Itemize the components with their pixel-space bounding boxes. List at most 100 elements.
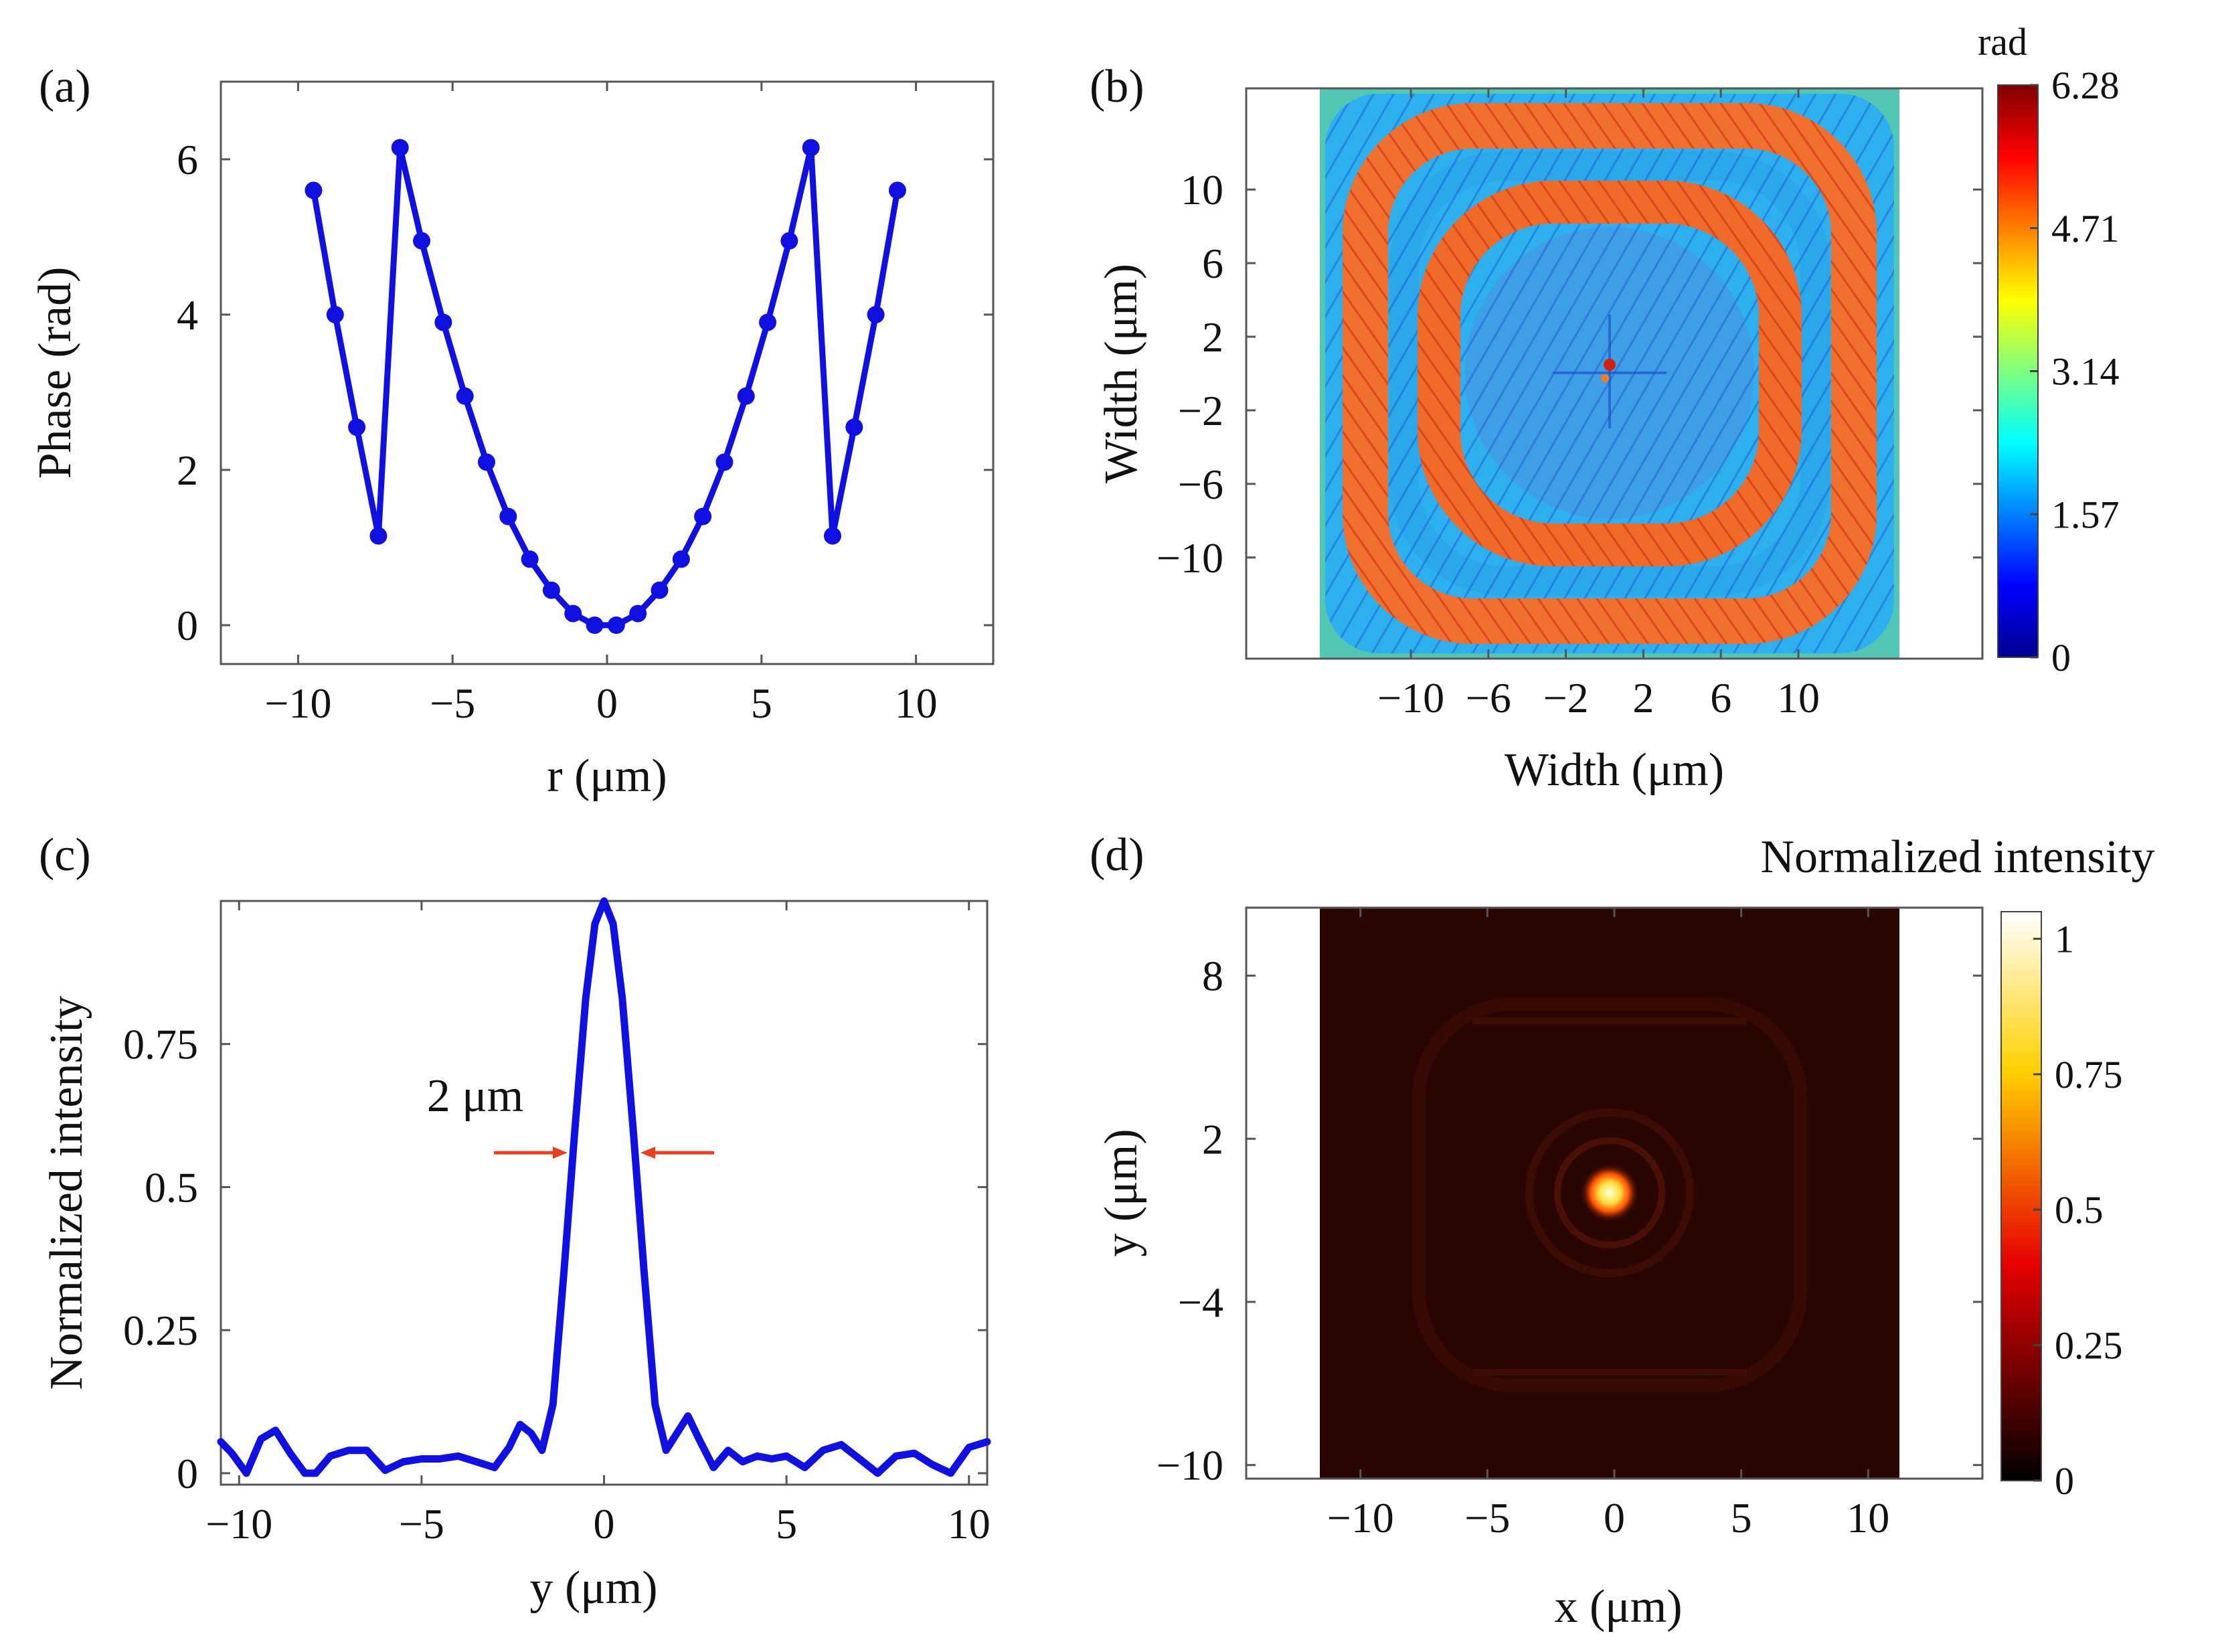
panel-b-x-tick-label: 2 — [1632, 674, 1654, 722]
panel-a-data-point — [521, 550, 539, 568]
panel-a-data-point — [802, 139, 820, 157]
panel-d-colorbar-title: Normalized intensity — [1760, 831, 2154, 883]
panel-a-phase-profile: −10 −5 0 5 10 0 2 4 6 r (μm) Phase (rad) — [29, 80, 995, 802]
panel-c-y-tick-label: 0.25 — [123, 1307, 198, 1354]
panel-d-x-tick-label: 10 — [1847, 1494, 1889, 1542]
panel-label-a: (a) — [39, 61, 91, 112]
panel-c-x-axis-label: y (μm) — [529, 1562, 657, 1614]
panel-a-data-point — [434, 313, 452, 331]
panel-a-data-point — [499, 507, 517, 525]
panel-d-colorbar-tick-label: 1 — [2055, 917, 2074, 961]
panel-b-phase-map: −10 −6 −2 2 6 10 10 6 2 −2 −6 −10 Width (μm) Width… — [1096, 20, 2120, 796]
panel-b-y-tick-label: 6 — [1202, 240, 1223, 287]
panel-c-fwhm-annotation — [493, 1147, 715, 1159]
panel-d-y-tick-label: 8 — [1202, 953, 1223, 1000]
panel-a-x-tick-label: −10 — [264, 679, 331, 727]
panel-a-y-axis-label: Phase (rad) — [29, 267, 81, 479]
panel-a-x-tick-label: −5 — [430, 679, 475, 727]
panel-a-axes-box — [220, 80, 995, 665]
panel-d-x-tick-label: −10 — [1327, 1494, 1394, 1542]
panel-a-y-tick-label: 0 — [177, 602, 198, 649]
panel-c-fwhm-label: 2 μm — [427, 1070, 523, 1122]
panel-a-data-point — [326, 306, 344, 323]
panel-a-series-line — [311, 145, 901, 629]
panel-b-colorbar-tick-label: 1.57 — [2051, 493, 2120, 536]
panel-a-data-point — [413, 232, 431, 250]
panel-a-data-point — [780, 232, 798, 250]
panel-a-data-point — [845, 418, 863, 436]
panel-a-x-tick-label: 10 — [895, 679, 938, 727]
panel-a-data-point — [348, 418, 366, 436]
panel-b-y-tick-label: −10 — [1157, 534, 1223, 582]
panel-a-data-point — [305, 181, 323, 199]
panel-a-data-point — [694, 507, 712, 525]
panel-d-x-tick-label: 0 — [1604, 1494, 1625, 1542]
panel-d-y-tick-label: 2 — [1202, 1115, 1223, 1163]
panel-d-colorbar — [2000, 911, 2042, 1481]
panel-a-data-point — [542, 581, 560, 599]
panel-b-colorbar-tick-label: 3.14 — [2051, 350, 2120, 394]
panel-b-colorbar-title: rad — [1978, 20, 2027, 64]
panel-b-x-tick-label: −2 — [1543, 674, 1589, 722]
panel-b-y-tick-label: −2 — [1178, 387, 1223, 434]
panel-b-x-tick-label: −10 — [1377, 674, 1444, 722]
panel-c-y-tick-label: 0 — [177, 1450, 198, 1497]
panel-c-y-tick-label: 0.75 — [123, 1021, 198, 1068]
panel-a-x-tick-label: 0 — [596, 679, 618, 727]
panel-d-focal-spot: −10 −5 0 5 10 82−4−10 x (μm) y (μm) Normaliz… — [1096, 831, 2155, 1633]
panel-c-x-tick-label: −10 — [205, 1500, 272, 1548]
panel-b-y-tick-label: 10 — [1181, 166, 1223, 214]
panel-b-x-axis-label: Width (μm) — [1505, 744, 1724, 796]
panel-d-colorbar-tick-label: 0.25 — [2055, 1324, 2123, 1368]
panel-a-y-tick-label: 4 — [177, 291, 198, 339]
panel-b-x-tick-label: −6 — [1466, 674, 1511, 722]
panel-a-data-point — [369, 527, 388, 545]
panel-c-axes-box — [220, 900, 989, 1486]
panel-b-axes-box — [1245, 87, 1984, 660]
panel-b-y-tick-label: −6 — [1178, 461, 1223, 508]
panel-b-colorbar-tick-label: 4.71 — [2051, 207, 2120, 250]
panel-a-data-point — [823, 527, 841, 545]
panel-d-focal-spot-peak — [1580, 1163, 1639, 1222]
panel-a-data-point — [672, 550, 690, 568]
panel-a-data-point — [477, 453, 495, 471]
panel-c-right-arrowhead — [641, 1147, 656, 1159]
panel-label-c: (c) — [39, 829, 91, 881]
panel-c-x-tick-label: −5 — [399, 1500, 444, 1548]
panel-a-data-point — [888, 181, 906, 199]
panel-c-intensity-profile: −10 −5 0 5 10 0 0.25 0.5 0.75 2 μm y (μm) Norma… — [41, 897, 991, 1614]
panel-d-y-axis-label: y (μm) — [1096, 1129, 1147, 1256]
panel-b-colorbar-tick-label: 6.28 — [2051, 64, 2120, 107]
panel-d-x-tick-label: −5 — [1464, 1494, 1510, 1542]
panel-b-colorbar-tick-label: 0 — [2051, 636, 2071, 679]
panel-label-d: (d) — [1090, 829, 1144, 881]
panel-d-x-axis-label: x (μm) — [1554, 1581, 1682, 1633]
panel-c-x-tick-label: 0 — [594, 1500, 615, 1548]
panel-d-y-tick-label: −4 — [1178, 1278, 1223, 1326]
panel-c-x-tick-label: 5 — [776, 1500, 797, 1548]
panel-d-colorbar-tick-label: 0.75 — [2055, 1053, 2123, 1096]
panel-a-data-point — [456, 387, 474, 405]
panel-label-b: (b) — [1090, 61, 1144, 112]
panel-d-colorbar-tick-label: 0.5 — [2055, 1188, 2104, 1232]
panel-c-x-tick-label: 10 — [948, 1500, 991, 1548]
panel-a-data-point — [759, 313, 777, 331]
panel-a-x-axis-label: r (μm) — [547, 750, 667, 802]
panel-b-y-axis-label: Width (μm) — [1096, 264, 1147, 483]
panel-d-heatmap-image — [1320, 908, 1899, 1479]
panel-c-series-line — [217, 897, 991, 1477]
panel-a-y-tick-label: 6 — [177, 136, 198, 183]
panel-a-data-point — [651, 581, 669, 599]
panel-a-data-point — [564, 604, 582, 623]
panel-a-y-tick-label: 2 — [177, 446, 198, 494]
panel-a-data-point — [607, 616, 625, 634]
panel-a-data-point — [586, 616, 604, 634]
panel-a-data-point — [737, 387, 755, 405]
panel-b-x-tick-label: 10 — [1777, 674, 1820, 722]
panel-b-heatmap-image — [1320, 88, 1899, 659]
panel-c-y-tick-label: 0.5 — [145, 1163, 198, 1211]
panel-a-data-point — [715, 453, 734, 471]
panel-a-x-tick-label: 5 — [751, 679, 772, 727]
panel-a-data-point — [867, 306, 885, 323]
